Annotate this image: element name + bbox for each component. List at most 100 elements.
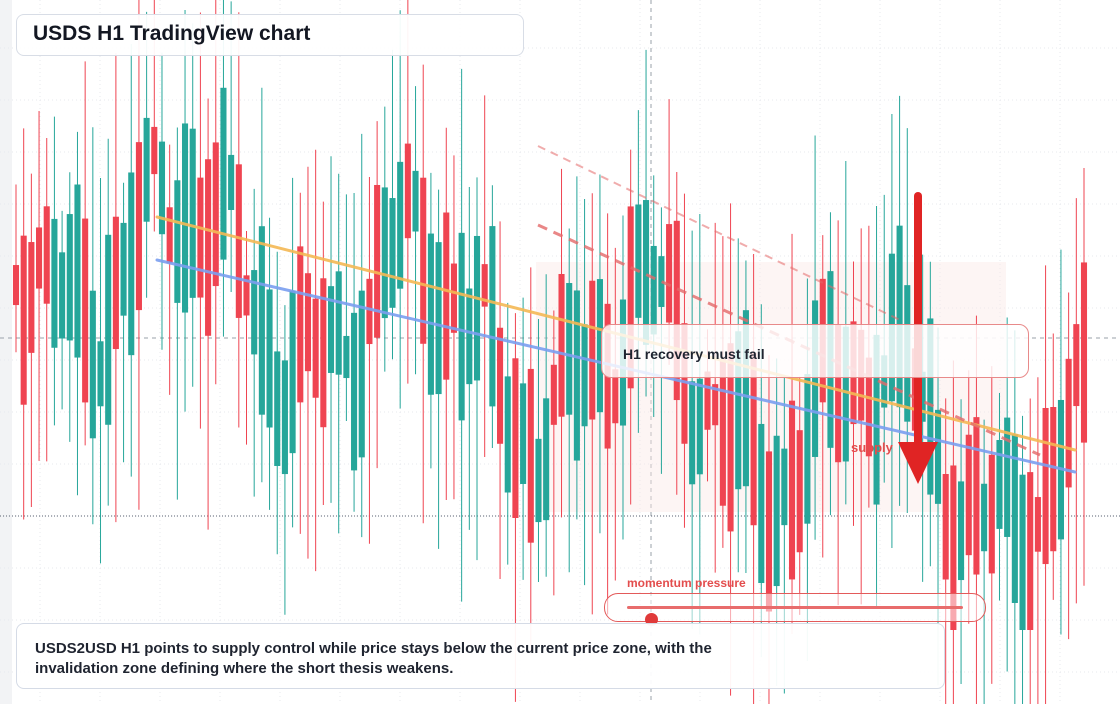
- candle-body: [197, 177, 204, 298]
- candle-body: [612, 369, 619, 424]
- candle-body: [573, 290, 580, 461]
- candle-body: [543, 398, 550, 521]
- candle-body: [105, 234, 112, 425]
- candle-body: [89, 290, 96, 439]
- candle-body: [996, 440, 1003, 529]
- candle-body: [1004, 417, 1011, 537]
- down-arrow-head: [898, 442, 938, 484]
- candle-body: [381, 187, 388, 319]
- candle-body: [43, 206, 50, 304]
- candle-body: [589, 280, 596, 420]
- candle-body: [181, 123, 189, 313]
- momentum-label: momentum pressure: [627, 576, 746, 590]
- candle-body: [466, 288, 473, 385]
- candle-body: [550, 364, 557, 425]
- candle-body: [658, 256, 665, 307]
- candle-body: [189, 128, 196, 298]
- momentum-pressure-slider[interactable]: [604, 593, 986, 626]
- candle-body: [128, 172, 135, 356]
- candle-body: [1034, 497, 1041, 552]
- candle-body: [689, 381, 696, 485]
- candle-body: [796, 430, 803, 553]
- candle-body: [473, 235, 481, 381]
- chart-title: USDS H1 TradingView chart: [33, 22, 311, 45]
- candle-body: [965, 434, 972, 556]
- chart-title-box: USDS H1 TradingView chart: [16, 14, 524, 56]
- candle-body: [1080, 262, 1088, 443]
- candle-body: [596, 279, 603, 413]
- candle-body: [988, 454, 995, 574]
- candle-body: [450, 263, 457, 333]
- candle-body: [97, 341, 104, 407]
- momentum-knob[interactable]: [644, 613, 658, 626]
- candle-body: [566, 283, 573, 415]
- candle-body: [1019, 474, 1026, 630]
- candle-body: [981, 483, 988, 552]
- candle-body: [243, 275, 250, 316]
- candle-body: [934, 409, 942, 504]
- candle-body: [635, 204, 642, 318]
- candle-body: [374, 184, 381, 338]
- candle-body: [120, 222, 127, 316]
- candle-body: [335, 271, 342, 375]
- candle-body: [650, 245, 657, 335]
- candle-body: [958, 481, 965, 581]
- candle-body: [942, 474, 949, 580]
- candle-body: [673, 220, 680, 401]
- candle-body: [727, 343, 734, 532]
- candle-body: [927, 318, 934, 495]
- candle-body: [420, 177, 427, 344]
- candle-body: [865, 357, 872, 457]
- candle-body: [12, 265, 20, 306]
- candle-body: [643, 200, 650, 345]
- candle-body: [66, 214, 73, 341]
- candle-body: [235, 164, 242, 318]
- candle-body: [758, 423, 765, 584]
- candle-body: [666, 224, 673, 323]
- candle-body: [20, 235, 27, 405]
- recovery-callout-text: H1 recovery must fail: [623, 346, 765, 362]
- candle-body: [842, 326, 849, 462]
- candle-body: [59, 252, 66, 339]
- candle-body: [320, 278, 327, 428]
- candle-body: [788, 400, 796, 580]
- candle-body: [366, 278, 373, 345]
- candle-body: [1065, 358, 1072, 488]
- candle-body: [82, 218, 89, 403]
- candle-body: [404, 143, 411, 239]
- candle-body: [1027, 472, 1034, 630]
- candle-body: [881, 355, 888, 408]
- candle-body: [712, 384, 719, 426]
- candle-body: [220, 87, 227, 260]
- momentum-track: [627, 606, 963, 626]
- candle-body: [266, 289, 273, 428]
- candle-body: [443, 212, 450, 380]
- candle-body: [435, 242, 442, 395]
- candle-body: [327, 286, 335, 373]
- candle-body: [973, 417, 980, 575]
- candle-body: [297, 246, 304, 403]
- candle-body: [520, 383, 527, 484]
- candle-body: [304, 273, 312, 372]
- candle-body: [74, 184, 81, 358]
- candle-body: [1042, 407, 1049, 565]
- candle-body: [504, 376, 511, 493]
- summary-text: USDS2USD H1 points to supply control whi…: [35, 640, 712, 677]
- candle-body: [343, 335, 350, 379]
- candle-body: [51, 218, 58, 348]
- candle-body: [773, 435, 780, 587]
- candle-body: [289, 290, 296, 454]
- candle-body: [681, 323, 688, 444]
- candle-body: [412, 170, 419, 232]
- candle-body: [765, 451, 773, 612]
- candle-body: [919, 371, 926, 422]
- candle-body: [389, 198, 396, 308]
- candle-body: [835, 324, 842, 463]
- dashed-resistance-upper: [537, 145, 901, 321]
- candle-body: [397, 161, 404, 289]
- candle-body: [812, 300, 819, 457]
- summary-box: USDS2USD H1 points to supply control whi…: [16, 623, 945, 689]
- candle-body: [36, 227, 43, 289]
- left-edge-strip: [0, 0, 12, 704]
